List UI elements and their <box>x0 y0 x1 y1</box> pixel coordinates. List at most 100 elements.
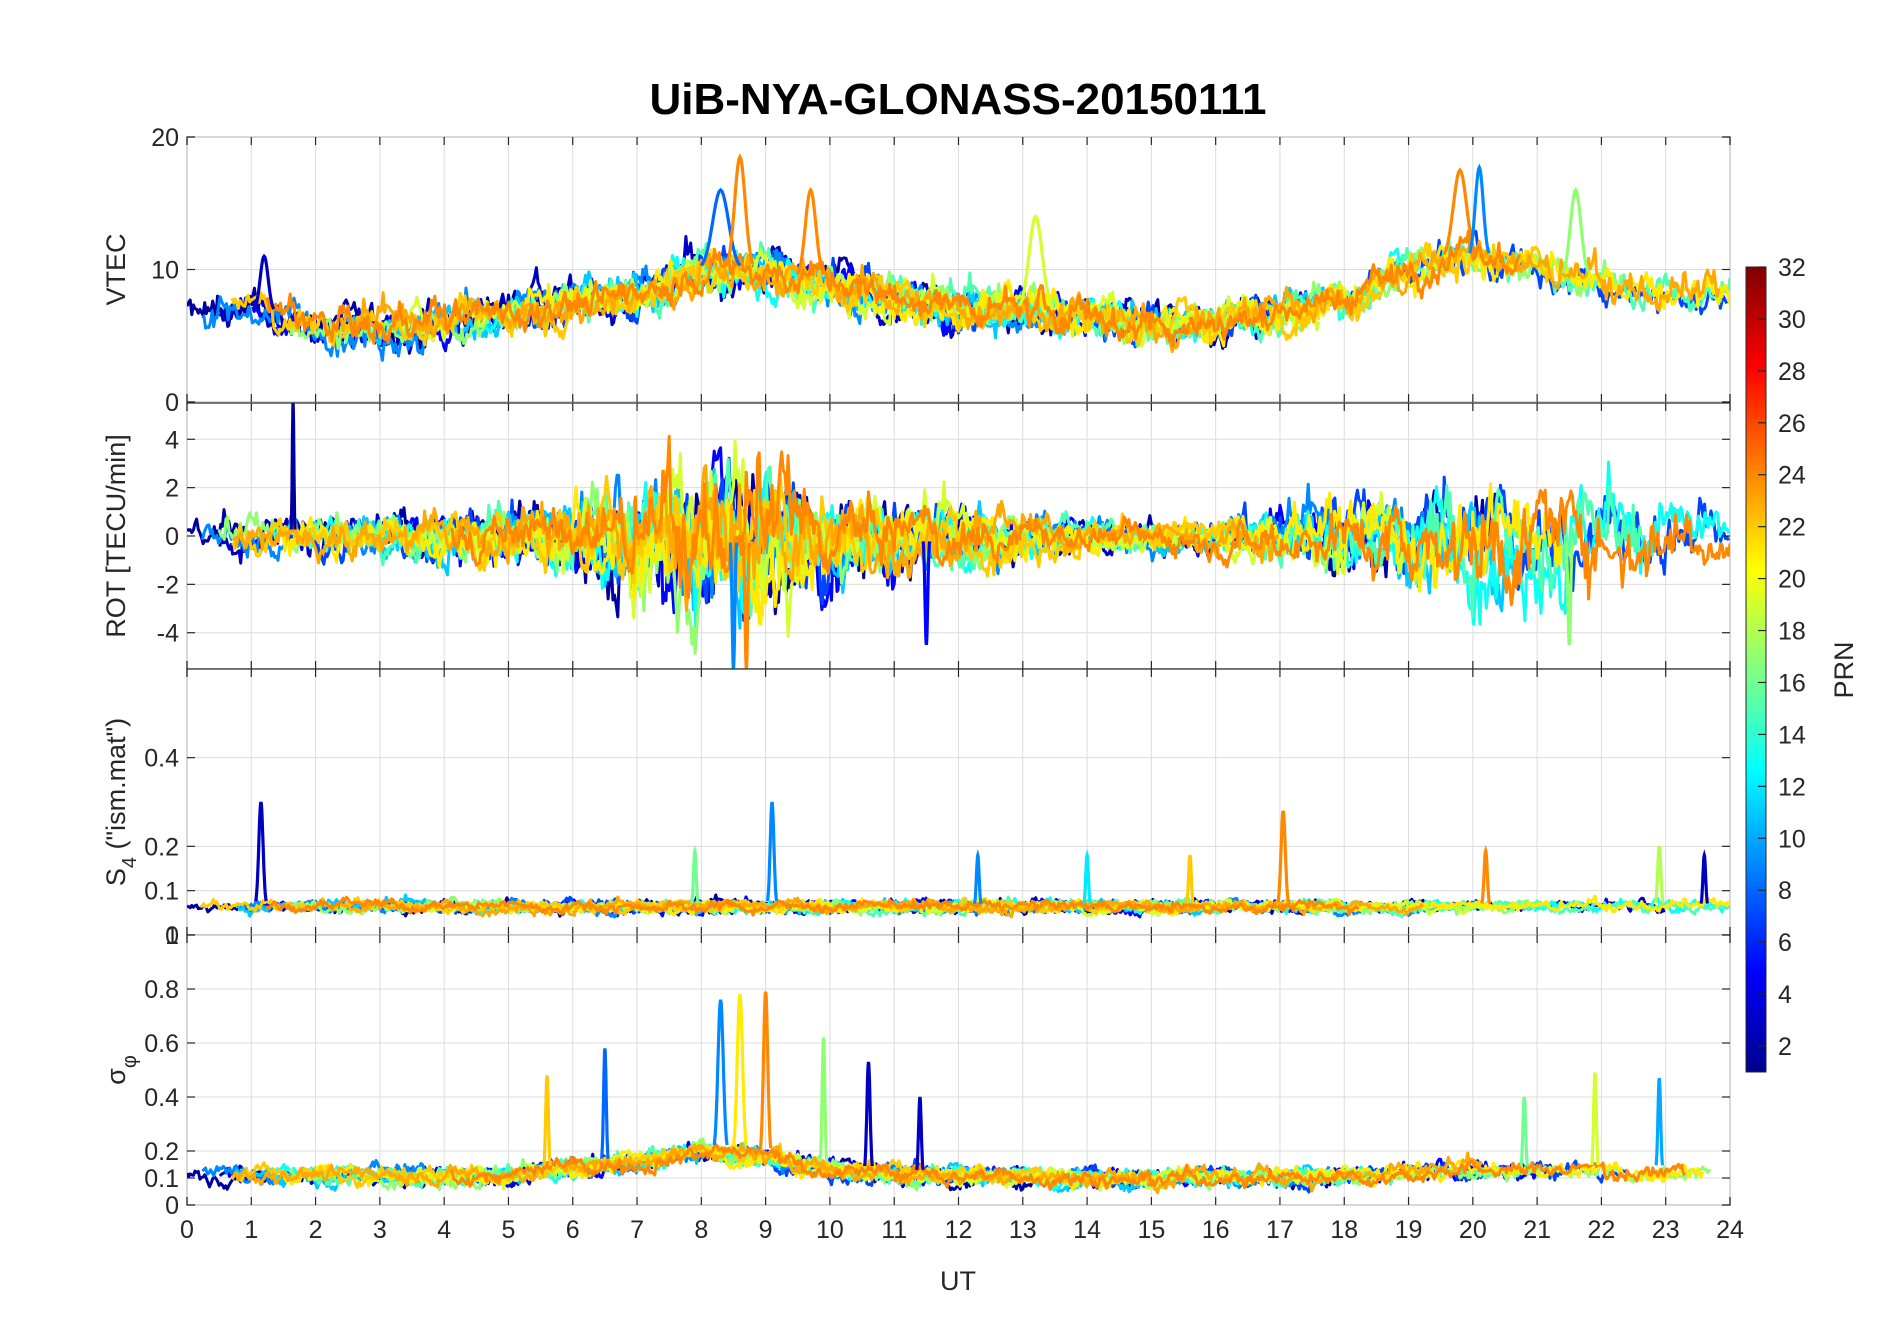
event-peak-4 <box>731 994 748 1147</box>
y-tick-label: 0.6 <box>144 1030 179 1058</box>
event-peak-4 <box>921 541 932 646</box>
series-group <box>187 403 1730 669</box>
series-prn-24 <box>264 229 1522 348</box>
event-peak-9 <box>1590 1072 1600 1166</box>
event-peak-3 <box>1276 810 1290 902</box>
x-tick-label: 10 <box>816 1216 844 1244</box>
event-peak-10 <box>1699 849 1710 904</box>
colorbar-tick-label: 8 <box>1778 877 1792 905</box>
x-tick-label: 18 <box>1330 1216 1358 1244</box>
event-peak-7 <box>863 1061 874 1167</box>
x-tick-label: 6 <box>566 1216 580 1244</box>
y-tick-label: -4 <box>157 620 179 648</box>
colorbar-tick-label: 30 <box>1778 306 1806 334</box>
chart-title: UiB-NYA-GLONASS-20150111 <box>649 75 1266 124</box>
event-peak-9 <box>1185 854 1195 904</box>
event-peak-3 <box>741 542 752 669</box>
event-peak-3 <box>725 153 755 265</box>
panel-4: 00.10.2 0.4 0.6 0.8 1 σφ <box>101 922 1731 1220</box>
series-group <box>187 991 1711 1195</box>
x-tick-label: 8 <box>694 1216 708 1244</box>
event-peak-7 <box>973 849 983 904</box>
x-axis-label: UT <box>940 1266 976 1296</box>
x-tick-label: 5 <box>502 1216 516 1244</box>
y-axis-label: ROT [TECU/min] <box>101 434 131 638</box>
x-tick-label: 24 <box>1716 1216 1744 1244</box>
y-tick-label: 0.2 <box>144 833 179 861</box>
y-tick-label: 0.1 <box>144 1165 179 1193</box>
x-tick-label: 13 <box>1009 1216 1037 1244</box>
x-tick-label: 20 <box>1459 1216 1487 1244</box>
colorbar-tick-label: 22 <box>1778 514 1806 542</box>
y-axis-label: S4 ("ism.mat") <box>101 718 141 886</box>
series-prn-22 <box>230 1142 1137 1190</box>
y-tick-label: 2 <box>165 475 179 503</box>
colorbar-tick-label: 32 <box>1778 254 1806 282</box>
event-peak-6 <box>690 844 700 904</box>
x-tick-label: 4 <box>437 1216 451 1244</box>
y-tick-label: 0.2 <box>144 1138 179 1166</box>
colorbar-tick-label: 18 <box>1778 618 1806 646</box>
y-axis-label: VTEC <box>101 233 131 305</box>
x-tick-label: 3 <box>373 1216 387 1244</box>
event-peak-11 <box>1519 1096 1530 1167</box>
x-tick-label: 12 <box>945 1216 973 1244</box>
event-peak-1 <box>253 253 276 310</box>
series-prn-24 <box>449 434 1730 607</box>
colorbar-tick-label: 6 <box>1778 929 1792 957</box>
x-tick-label: 2 <box>309 1216 323 1244</box>
y-tick-label: 0 <box>165 1192 179 1220</box>
y-tick-label: 20 <box>151 124 179 152</box>
x-tick-label: 7 <box>630 1216 644 1244</box>
x-tick-label: 21 <box>1523 1216 1551 1244</box>
colorbar-tick-label: 26 <box>1778 410 1806 438</box>
series-prn-23 <box>232 464 1280 612</box>
panel-3: 0 0.1 0.2 0.4S4 ("ism.mat") <box>101 668 1731 950</box>
x-axis: 0 1 2 3 4 5 6 7 8 9 10 11 12 13 14 15 16 17 18 19 20 21 22 23 24 <box>180 1216 1744 1244</box>
y-tick-label: 0.4 <box>144 1084 179 1112</box>
event-peak-1 <box>289 403 297 530</box>
y-tick-label: 0.8 <box>144 976 179 1004</box>
event-peak-5 <box>1564 541 1575 646</box>
y-axis-label: σφ <box>101 1055 141 1085</box>
colorbar-tick-label: 16 <box>1778 669 1806 697</box>
event-peak-5 <box>758 991 773 1149</box>
event-peak-5 <box>1653 845 1665 904</box>
event-peak-8 <box>915 1096 925 1171</box>
x-tick-label: 1 <box>244 1216 258 1244</box>
y-tick-label: -2 <box>157 571 179 599</box>
x-tick-label: 17 <box>1266 1216 1294 1244</box>
series-group <box>187 153 1730 362</box>
event-peak-2 <box>699 187 742 267</box>
event-peak-6 <box>1442 167 1478 256</box>
series-prn-24 <box>264 895 1360 917</box>
event-peak-4 <box>1480 844 1492 904</box>
colorbar-label: PRN <box>1829 641 1859 698</box>
x-tick-label: 16 <box>1202 1216 1230 1244</box>
x-tick-label: 14 <box>1073 1216 1101 1244</box>
event-peak-7 <box>1468 163 1491 254</box>
event-peak-8 <box>1561 186 1591 274</box>
panel-1: 0 10 20 VTEC <box>101 124 1731 417</box>
event-peak-6 <box>818 1037 829 1163</box>
event-peak-5 <box>1018 213 1054 307</box>
colorbar-tick-label: 2 <box>1778 1033 1792 1061</box>
y-tick-label: 1 <box>165 922 179 950</box>
x-tick-label: 19 <box>1395 1216 1423 1244</box>
colorbar-tick-label: 20 <box>1778 566 1806 594</box>
x-tick-label: 11 <box>881 1216 907 1244</box>
event-peak-8 <box>1082 849 1092 904</box>
y-tick-label: 0 <box>165 523 179 551</box>
event-peak-1 <box>254 801 268 902</box>
colorbar-tick-label: 4 <box>1778 981 1792 1009</box>
y-tick-label: 0.1 <box>144 878 179 906</box>
y-tick-label: 0 <box>165 389 179 417</box>
y-tick-label: 0.4 <box>144 745 179 773</box>
x-tick-label: 0 <box>180 1216 194 1244</box>
colorbar-gradient <box>1745 266 1767 1073</box>
series-group <box>187 801 1730 919</box>
colorbar-tick-label: 10 <box>1778 825 1806 853</box>
